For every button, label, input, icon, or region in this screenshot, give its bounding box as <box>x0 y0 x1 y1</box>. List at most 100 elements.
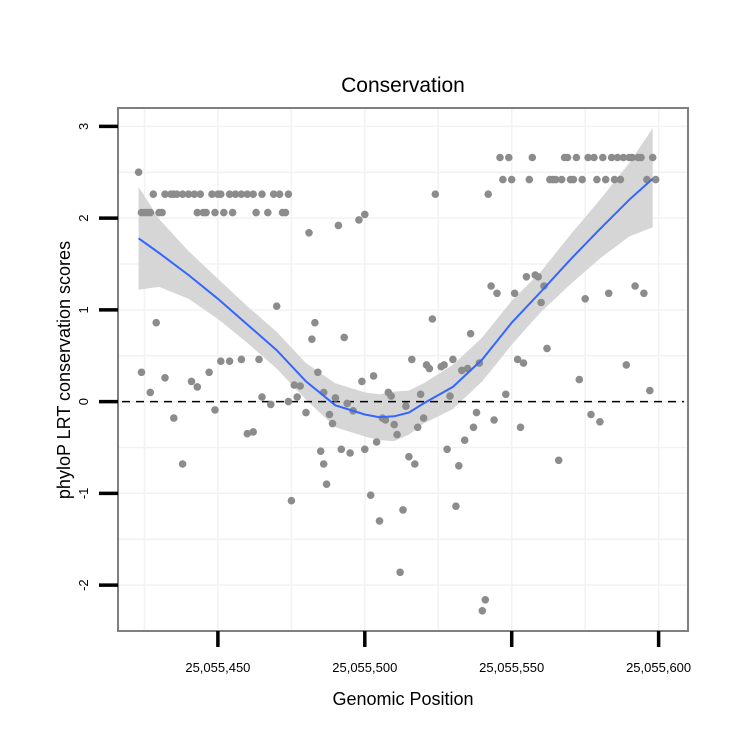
data-point <box>296 382 305 390</box>
data-point <box>284 190 293 198</box>
data-point <box>293 393 302 401</box>
data-point <box>390 420 399 429</box>
data-point <box>220 208 228 217</box>
data-point <box>601 175 610 184</box>
data-point <box>205 368 213 377</box>
data-point <box>334 221 343 230</box>
data-point <box>237 190 246 198</box>
data-point <box>319 460 328 468</box>
data-point <box>411 460 419 468</box>
x-axis-label: Genomic Position <box>332 689 473 709</box>
data-point <box>590 153 598 162</box>
data-point <box>272 302 281 311</box>
data-point <box>196 190 205 198</box>
data-point <box>648 153 657 162</box>
data-point <box>328 419 337 428</box>
data-point <box>505 153 513 162</box>
data-point <box>211 406 219 414</box>
y-axis-ticks: -2 -1 0 1 2 3 <box>76 123 118 591</box>
data-point <box>193 208 202 217</box>
data-point <box>452 502 460 511</box>
data-point <box>613 153 622 162</box>
data-point <box>537 298 545 307</box>
data-point <box>190 190 199 198</box>
data-point <box>596 418 604 426</box>
data-point <box>358 377 366 386</box>
x-axis-ticks: 25,055,450 25,055,500 25,055,550 25,055,600 <box>185 631 691 675</box>
data-point <box>628 153 636 162</box>
data-point <box>496 153 504 162</box>
data-point <box>252 208 260 217</box>
data-point <box>217 190 225 198</box>
data-point <box>228 208 237 217</box>
data-point <box>361 210 369 219</box>
data-point <box>528 153 537 162</box>
data-point <box>355 216 363 224</box>
data-point <box>428 315 437 323</box>
data-point <box>416 390 425 399</box>
data-point <box>399 506 407 514</box>
data-point <box>170 414 178 422</box>
data-point <box>340 333 349 342</box>
data-point <box>413 423 422 432</box>
data-point <box>178 190 187 198</box>
data-point <box>267 400 275 409</box>
data-point <box>331 394 340 402</box>
data-point <box>557 175 566 184</box>
data-point <box>584 153 592 162</box>
data-point <box>343 399 352 408</box>
data-point <box>184 190 193 198</box>
data-point <box>513 355 522 364</box>
data-point <box>369 372 378 380</box>
data-point <box>484 190 493 198</box>
data-point <box>302 408 310 417</box>
data-point <box>161 190 169 198</box>
data-point <box>161 374 169 382</box>
data-point <box>146 208 155 217</box>
data-point <box>375 517 384 525</box>
data-point <box>173 190 181 198</box>
data-point <box>325 410 334 419</box>
data-points <box>134 153 660 615</box>
plot-panel <box>118 108 688 631</box>
data-point <box>361 445 369 454</box>
data-point <box>543 344 551 353</box>
data-point <box>149 190 158 198</box>
data-point <box>137 368 146 377</box>
data-point <box>211 208 219 217</box>
data-point <box>372 438 381 446</box>
plot-frame <box>117 107 689 632</box>
data-point <box>308 335 316 344</box>
data-point <box>516 423 525 432</box>
data-point <box>455 462 463 470</box>
data-point <box>651 175 660 184</box>
data-point <box>337 445 346 454</box>
y-tick-label: -2 <box>76 579 91 591</box>
data-point <box>563 153 572 162</box>
confidence-ribbon <box>138 128 653 442</box>
data-point <box>366 491 375 500</box>
data-point <box>619 153 628 162</box>
data-point <box>158 208 166 217</box>
data-point <box>287 496 296 505</box>
data-point <box>525 175 534 184</box>
data-point <box>322 480 331 489</box>
data-point <box>237 355 246 364</box>
data-point <box>622 361 631 369</box>
data-point <box>243 429 252 438</box>
data-point <box>446 392 454 400</box>
data-point <box>578 175 586 184</box>
data-point <box>314 368 322 377</box>
y-tick-label: 1 <box>76 306 91 313</box>
data-point <box>587 410 595 419</box>
data-point <box>243 190 252 198</box>
data-point <box>202 208 210 217</box>
data-point <box>311 318 319 327</box>
data-point <box>458 366 466 375</box>
data-point <box>581 295 589 303</box>
y-axis-label: phyloP LRT conservation scores <box>54 241 74 499</box>
data-point <box>522 273 531 281</box>
data-point <box>481 596 490 604</box>
x-tick-label: 25,055,550 <box>479 660 544 675</box>
